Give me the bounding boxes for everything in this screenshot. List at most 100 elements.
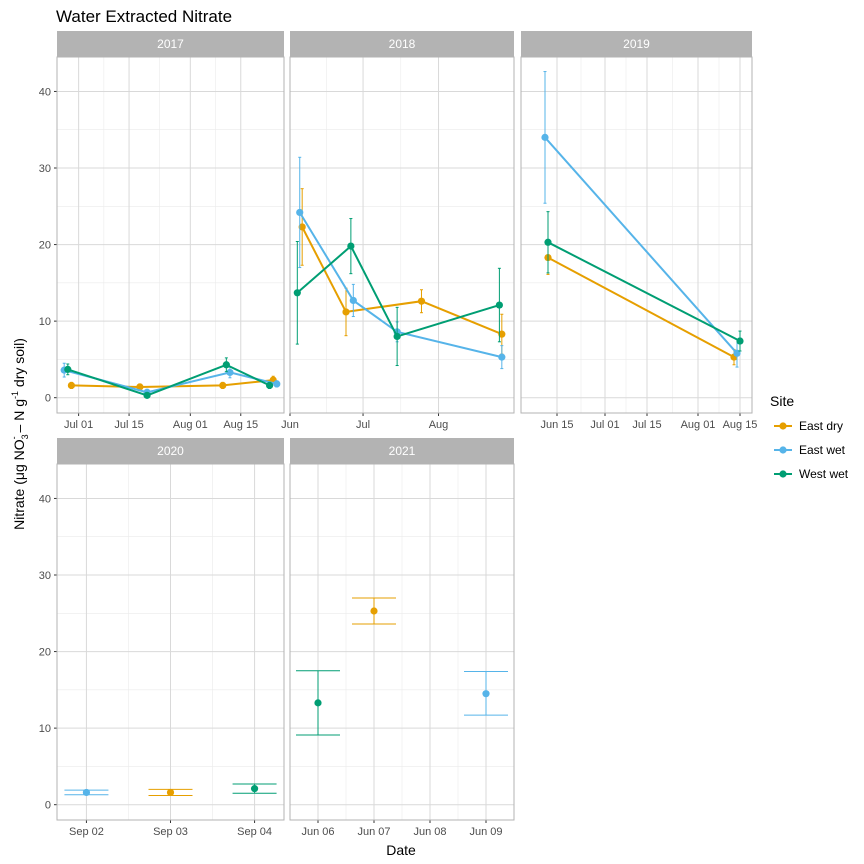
data-point [67, 381, 76, 390]
y-tick-label: 40 [39, 86, 51, 98]
data-point [219, 381, 227, 390]
panel-border [289, 463, 515, 821]
panel-border [289, 56, 515, 414]
x-tick-label: Jul 15 [114, 419, 143, 431]
y-tick-label: 0 [45, 393, 51, 405]
data-point [393, 332, 401, 341]
data-point [222, 361, 230, 369]
legend-key-point [779, 470, 787, 478]
x-tick-label: Jun 06 [301, 826, 334, 838]
x-tick-label: Jun 08 [413, 826, 446, 838]
y-tick-label: 30 [39, 163, 51, 175]
panel-background [521, 57, 752, 413]
series-layer [64, 783, 277, 797]
y-tick-label: 10 [39, 723, 51, 735]
y-axis-title: Nitrate (μg NO3- – N g-1 dry soil) [9, 338, 30, 530]
data-point [541, 133, 549, 141]
data-point [250, 785, 259, 793]
x-tick-label: Jun 07 [357, 826, 390, 838]
data-point [347, 242, 355, 250]
facet-strip [521, 31, 752, 57]
legend-label: West wet [799, 467, 849, 481]
series-line [547, 241, 741, 342]
panel-2018: 2018 Jun Jul Aug [281, 31, 515, 431]
data-point [293, 289, 301, 297]
panel-border [56, 56, 285, 414]
data-point [265, 381, 274, 390]
x-tick-label: Jul 01 [590, 419, 619, 431]
facet-strip [290, 31, 514, 57]
series-layer [60, 357, 281, 399]
y-tick-label: 20 [39, 647, 51, 659]
panel-2019: 2019 Jun 15 Jul 01 Jul 15 Aug 01 Aug 15 [520, 31, 757, 431]
x-tick-label: Jun 15 [540, 419, 573, 431]
series-line [298, 211, 503, 359]
facet-strip-label: 2020 [157, 444, 184, 458]
panel-background [57, 57, 284, 413]
series-west-wet [296, 670, 340, 736]
series-line [544, 136, 738, 354]
data-point [166, 788, 175, 797]
y-tick-label: 30 [39, 570, 51, 582]
data-point [82, 788, 91, 797]
chart-title: Water Extracted Nitrate [56, 7, 232, 26]
legend-title: Site [770, 393, 794, 409]
panel-background [290, 57, 514, 413]
y-tick-label: 40 [39, 493, 51, 505]
legend: Site East dry East wet West wet [770, 393, 849, 481]
series-east-wet [64, 788, 109, 797]
series-layer [541, 71, 744, 368]
facet-strip-label: 2021 [389, 444, 416, 458]
data-point [342, 308, 350, 316]
data-point [143, 391, 151, 399]
x-tick-label: Sep 03 [153, 826, 188, 838]
series-east-wet [464, 670, 508, 716]
data-point [736, 337, 744, 345]
data-point [498, 353, 506, 361]
y-tick-label: 10 [39, 316, 51, 328]
series-west-wet [544, 211, 744, 352]
series-line [71, 379, 274, 389]
series-west-wet [232, 783, 277, 794]
series-line [547, 256, 735, 358]
x-tick-label: Aug 01 [681, 419, 716, 431]
data-point [296, 208, 304, 217]
series-west-wet [293, 218, 503, 367]
data-point [64, 365, 72, 373]
gridlines [290, 464, 514, 820]
facet-strip [57, 31, 284, 57]
x-tick-label: Jul 15 [632, 419, 661, 431]
data-point [136, 383, 144, 391]
series-west-wet [64, 357, 274, 399]
x-tick-label: Aug [429, 419, 449, 431]
data-point [314, 699, 322, 707]
data-point [544, 238, 552, 246]
data-point [226, 368, 234, 377]
panel-2021: 2021 Jun 06 Jun 07 Jun 08 Jun 09 [289, 438, 515, 838]
series-line [296, 244, 500, 338]
x-axis-title: Date [386, 842, 416, 858]
x-tick-label: Sep 02 [69, 826, 104, 838]
x-tick-label: Aug 01 [173, 419, 208, 431]
facet-strip [290, 438, 514, 464]
data-point [273, 380, 281, 388]
facet-strip [57, 438, 284, 464]
data-point [349, 296, 357, 305]
data-point [370, 607, 378, 615]
series-layer [293, 156, 506, 370]
series-east-dry [148, 788, 193, 797]
data-point [298, 223, 306, 231]
series-line [67, 363, 271, 397]
x-tick-label: Jul 01 [64, 419, 93, 431]
legend-item-east-dry: East dry [774, 419, 843, 433]
data-point [498, 330, 506, 338]
x-tick-label: Jul [356, 419, 370, 431]
y-tick-label: 0 [45, 800, 51, 812]
panel-border [520, 56, 753, 414]
series-layer [296, 597, 508, 736]
x-tick-label: Jun [281, 419, 299, 431]
legend-label: East dry [799, 419, 843, 433]
data-point [495, 301, 503, 309]
x-tick-label: Aug 15 [223, 419, 258, 431]
